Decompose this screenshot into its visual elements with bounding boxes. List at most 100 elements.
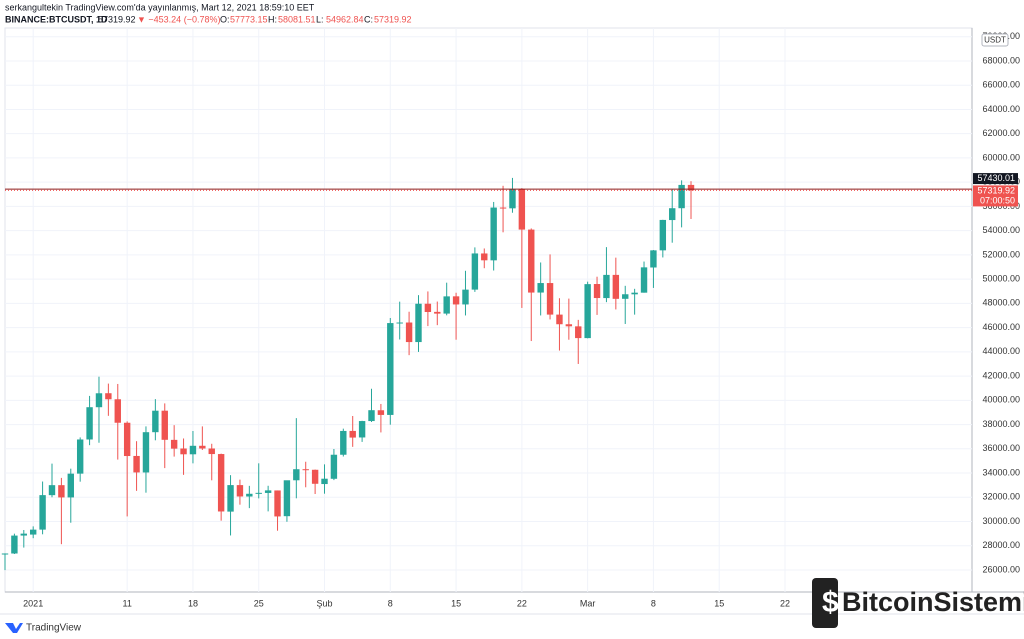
x-tick-label: 15 (714, 598, 724, 608)
ohlc-value: 57319.92 (374, 14, 412, 24)
x-tick-label: 25 (254, 598, 264, 608)
symbol: BINANCE:BTCUSDT, 1D (5, 14, 108, 24)
change: ▼ −453.24 (−0.78%) (137, 14, 220, 24)
candle-body (246, 493, 253, 497)
y-tick-label: 64000.00 (982, 104, 1020, 114)
ohlc-value: 58081.51 (278, 14, 316, 24)
candle-body (11, 535, 18, 554)
ohlc-value: 54962.84 (326, 14, 364, 24)
candle-body (452, 296, 460, 305)
y-tick-label: 46000.00 (982, 322, 1020, 332)
x-tick-label: Şub (317, 598, 333, 608)
candle-body (330, 454, 338, 479)
candle-body (490, 207, 497, 261)
candle-body (67, 473, 74, 498)
candle-body (650, 250, 657, 268)
x-tick-label: 8 (388, 598, 393, 608)
x-tick-label: 22 (517, 598, 527, 608)
candle-body (631, 292, 638, 295)
currency-badge (981, 33, 1009, 47)
candle-body (29, 529, 37, 535)
candle-body (142, 432, 150, 473)
x-tick-label: 15 (451, 598, 461, 608)
candle-body (302, 469, 309, 471)
y-tick-label: 40000.00 (982, 395, 1020, 405)
candle-body (152, 410, 159, 433)
watermark: BitcoinSistemi (842, 587, 1024, 617)
x-tick-label: 18 (188, 598, 198, 608)
ohlc-label: O: (220, 14, 230, 24)
candle-body (311, 469, 319, 484)
candle-body (537, 283, 544, 293)
candle-body (95, 393, 103, 408)
x-tick-label: 11 (122, 598, 131, 608)
candle-body (161, 410, 168, 440)
candle-body (612, 274, 620, 299)
candle-body (518, 189, 526, 230)
candle-body (208, 448, 215, 455)
candle-body (340, 430, 347, 455)
y-tick-label: 62000.00 (982, 128, 1020, 138)
candle-body (358, 421, 366, 438)
candle-body (58, 485, 65, 498)
x-tick-label: 22 (780, 598, 790, 608)
ohlc-label: H: (268, 14, 277, 24)
candle-body (20, 533, 27, 536)
candle-body (396, 322, 403, 324)
candle-body (189, 445, 197, 455)
candle-body (434, 311, 441, 314)
countdown: 07:00:50 (980, 195, 1015, 205)
candle-body (471, 253, 479, 290)
candle-body (678, 184, 685, 209)
candle-body (48, 485, 56, 496)
candle-body (603, 274, 610, 299)
candle-body (39, 495, 46, 530)
candle-body (556, 314, 563, 325)
y-tick-label: 48000.00 (982, 298, 1020, 308)
candle-body (283, 480, 291, 517)
y-tick-label: 66000.00 (982, 80, 1020, 90)
candle-body (368, 410, 375, 422)
candle-body (443, 296, 450, 314)
currency: USDT (984, 36, 1006, 45)
candle-body (528, 229, 535, 293)
candle-body (123, 422, 131, 457)
ohlc-label: C: (364, 14, 373, 24)
candle-body (622, 294, 629, 299)
ohlc-value: 57773.15 (230, 14, 268, 24)
candle-body (264, 490, 272, 493)
brand: TradingView (26, 623, 82, 634)
y-tick-label: 50000.00 (982, 273, 1020, 283)
candle-body (274, 490, 281, 517)
last-price-label: 57319.92 (977, 185, 1015, 195)
candle-body (199, 445, 206, 449)
y-tick-label: 68000.00 (982, 55, 1020, 65)
candle-body (114, 399, 121, 423)
candle-body (387, 323, 394, 415)
tv-logo (5, 623, 23, 633)
watermark-logo (812, 578, 838, 628)
y-tick-label: 38000.00 (982, 419, 1020, 429)
candle-body (584, 284, 591, 339)
y-tick-label: 32000.00 (982, 492, 1020, 502)
ohlc-label: L: (316, 14, 324, 24)
y-tick-label: 36000.00 (982, 443, 1020, 453)
candle-body (76, 439, 84, 474)
candle-body (1, 553, 9, 555)
candle-body (546, 283, 554, 315)
candle-body (481, 253, 488, 261)
candle-body (133, 455, 140, 473)
y-tick-label: 54000.00 (982, 225, 1020, 235)
y-tick-label: 60000.00 (982, 152, 1020, 162)
candle-body (86, 407, 93, 440)
candle-body (405, 322, 413, 343)
x-tick-label: Mar (580, 598, 596, 608)
candle-body (293, 469, 300, 481)
y-tick-label: 34000.00 (982, 467, 1020, 477)
candle-body (575, 326, 582, 339)
last: 57319.92 (98, 14, 136, 24)
watermark-s: $ (822, 586, 839, 619)
candle-body (180, 448, 187, 455)
candle-body (105, 393, 112, 400)
